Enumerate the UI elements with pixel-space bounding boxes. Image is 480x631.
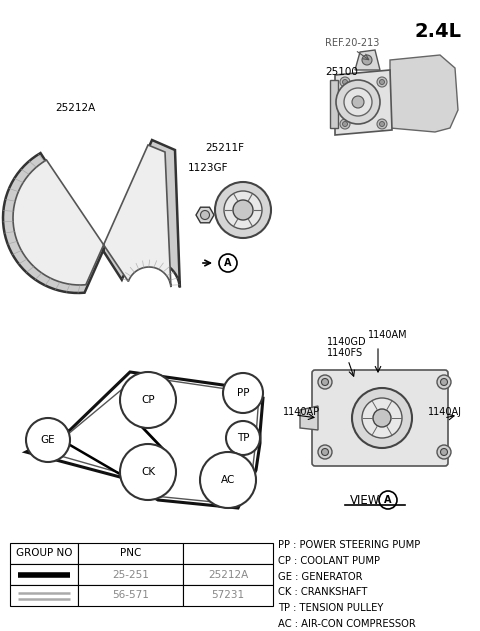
- Text: 25211F: 25211F: [205, 143, 244, 153]
- Text: CK : CRANKSHAFT: CK : CRANKSHAFT: [278, 587, 367, 598]
- Circle shape: [224, 191, 262, 229]
- Text: 25-251: 25-251: [112, 570, 149, 579]
- Bar: [183, 543, 273, 564]
- Text: 56-571: 56-571: [112, 591, 149, 601]
- Circle shape: [120, 372, 176, 428]
- Text: GROUP NO: GROUP NO: [16, 548, 72, 558]
- Polygon shape: [355, 50, 380, 70]
- Text: 25100: 25100: [325, 67, 358, 77]
- Polygon shape: [390, 55, 458, 132]
- Circle shape: [340, 119, 350, 129]
- Circle shape: [362, 398, 402, 438]
- Circle shape: [322, 449, 328, 456]
- Polygon shape: [330, 80, 338, 128]
- Text: CK: CK: [141, 467, 155, 477]
- Text: 1140AJ: 1140AJ: [428, 407, 462, 417]
- Text: TP: TP: [237, 433, 249, 443]
- Text: A: A: [384, 495, 392, 505]
- Polygon shape: [13, 145, 171, 287]
- Circle shape: [344, 88, 372, 116]
- Text: CP: CP: [141, 395, 155, 405]
- Text: AC: AC: [221, 475, 235, 485]
- Polygon shape: [335, 70, 392, 135]
- Circle shape: [379, 491, 397, 509]
- Circle shape: [373, 409, 391, 427]
- Text: CP : COOLANT PUMP: CP : COOLANT PUMP: [278, 556, 380, 566]
- Circle shape: [441, 379, 447, 386]
- Text: VIEW: VIEW: [350, 493, 380, 507]
- Text: AC : AIR-CON COMPRESSOR: AC : AIR-CON COMPRESSOR: [278, 619, 416, 629]
- Text: 1140GD: 1140GD: [327, 337, 367, 347]
- Text: TP : TENSION PULLEY: TP : TENSION PULLEY: [278, 603, 384, 613]
- Bar: [10, 585, 78, 606]
- Text: REF.20-213: REF.20-213: [325, 38, 379, 48]
- Text: 25212A: 25212A: [55, 103, 95, 113]
- Text: 1140AM: 1140AM: [368, 330, 408, 340]
- Circle shape: [26, 418, 70, 462]
- Circle shape: [215, 182, 271, 238]
- Text: 57231: 57231: [211, 591, 245, 601]
- Circle shape: [322, 379, 328, 386]
- Bar: [10, 543, 78, 564]
- Text: GE : GENERATOR: GE : GENERATOR: [278, 572, 362, 582]
- Text: 1140AP: 1140AP: [283, 407, 320, 417]
- Circle shape: [318, 375, 332, 389]
- Circle shape: [343, 122, 348, 126]
- Polygon shape: [300, 406, 318, 430]
- Circle shape: [352, 96, 364, 108]
- Circle shape: [200, 452, 256, 508]
- Circle shape: [219, 254, 237, 272]
- Circle shape: [340, 77, 350, 87]
- Polygon shape: [3, 140, 180, 293]
- Circle shape: [441, 449, 447, 456]
- Text: A: A: [224, 258, 232, 268]
- Circle shape: [336, 80, 380, 124]
- Circle shape: [380, 122, 384, 126]
- Circle shape: [377, 119, 387, 129]
- Circle shape: [343, 80, 348, 85]
- Circle shape: [120, 444, 176, 500]
- Bar: [78, 564, 183, 585]
- Bar: [183, 585, 273, 606]
- Text: 1123GF: 1123GF: [188, 163, 228, 173]
- Text: 25212A: 25212A: [208, 570, 248, 579]
- Circle shape: [352, 388, 412, 448]
- Circle shape: [233, 200, 253, 220]
- Bar: [78, 543, 183, 564]
- Bar: [183, 564, 273, 585]
- Circle shape: [201, 211, 209, 220]
- Circle shape: [437, 445, 451, 459]
- Circle shape: [362, 55, 372, 65]
- Bar: [10, 564, 78, 585]
- Circle shape: [377, 77, 387, 87]
- Text: PP: PP: [237, 388, 249, 398]
- Circle shape: [318, 445, 332, 459]
- Circle shape: [380, 80, 384, 85]
- Text: 2.4L: 2.4L: [415, 22, 462, 41]
- Text: PP : POWER STEERING PUMP: PP : POWER STEERING PUMP: [278, 540, 420, 550]
- Bar: [78, 585, 183, 606]
- Circle shape: [223, 373, 263, 413]
- Text: 1140FS: 1140FS: [327, 348, 363, 358]
- Text: PNC: PNC: [120, 548, 141, 558]
- Text: GE: GE: [41, 435, 55, 445]
- FancyBboxPatch shape: [312, 370, 448, 466]
- Circle shape: [437, 375, 451, 389]
- Circle shape: [226, 421, 260, 455]
